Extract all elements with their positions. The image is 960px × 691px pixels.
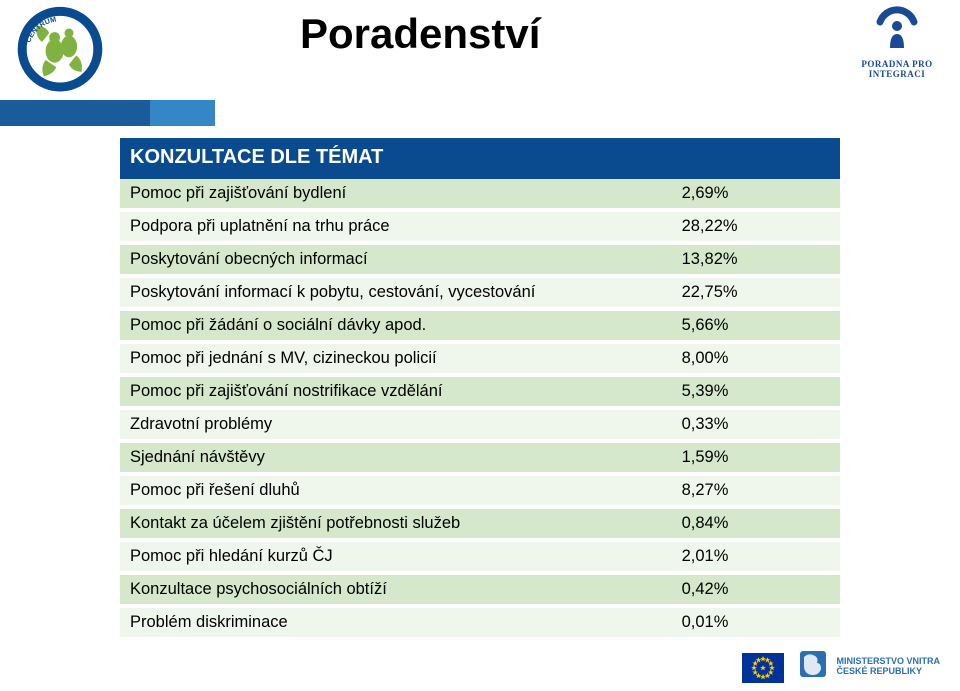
row-label: Pomoc při žádání o sociální dávky apod. bbox=[120, 309, 652, 342]
row-label: Podpora při uplatnění na trhu práce bbox=[120, 210, 652, 243]
table-header-cell: KONZULTACE DLE TÉMAT bbox=[120, 138, 840, 179]
table-row: Problém diskriminace0,01% bbox=[120, 606, 840, 639]
row-label: Kontakt za účelem zjištění potřebnosti s… bbox=[120, 507, 652, 540]
table-header-row: KONZULTACE DLE TÉMAT bbox=[120, 138, 840, 179]
page-title: Poradenství bbox=[300, 10, 540, 58]
table-row: Poskytování obecných informací13,82% bbox=[120, 243, 840, 276]
row-value: 5,39% bbox=[652, 375, 840, 408]
logo-poradna-pro-integraci: PORADNA PRO INTEGRACI bbox=[852, 4, 942, 79]
table-row: Pomoc při hledání kurzů ČJ2,01% bbox=[120, 540, 840, 573]
row-label: Poskytování obecných informací bbox=[120, 243, 652, 276]
lion-emblem-icon bbox=[798, 649, 828, 683]
row-value: 8,27% bbox=[652, 474, 840, 507]
row-label: Zdravotní problémy bbox=[120, 408, 652, 441]
mv-line1: MINISTERSTVO VNITRA bbox=[836, 656, 940, 666]
row-label: Problém diskriminace bbox=[120, 606, 652, 639]
eu-flag-icon bbox=[742, 653, 784, 683]
table-row: Sjednání návštěvy1,59% bbox=[120, 441, 840, 474]
accent-band bbox=[0, 100, 215, 126]
logo-caption: PORADNA PRO INTEGRACI bbox=[852, 59, 942, 79]
mv-line2: ČESKÉ REPUBLIKY bbox=[836, 666, 940, 676]
topics-table: KONZULTACE DLE TÉMAT Pomoc při zajišťová… bbox=[120, 138, 840, 641]
row-label: Pomoc při jednání s MV, cizineckou polic… bbox=[120, 342, 652, 375]
row-value: 13,82% bbox=[652, 243, 840, 276]
table-row: Pomoc při jednání s MV, cizineckou polic… bbox=[120, 342, 840, 375]
person-arc-icon bbox=[872, 4, 922, 57]
row-value: 22,75% bbox=[652, 276, 840, 309]
row-value: 28,22% bbox=[652, 210, 840, 243]
row-value: 2,69% bbox=[652, 179, 840, 210]
row-value: 0,33% bbox=[652, 408, 840, 441]
table-row: Pomoc při zajišťování bydlení2,69% bbox=[120, 179, 840, 210]
row-value: 2,01% bbox=[652, 540, 840, 573]
table-row: Zdravotní problémy0,33% bbox=[120, 408, 840, 441]
row-label: Pomoc při řešení dluhů bbox=[120, 474, 652, 507]
table-row: Pomoc při řešení dluhů8,27% bbox=[120, 474, 840, 507]
table-row: Pomoc při žádání o sociální dávky apod.5… bbox=[120, 309, 840, 342]
footer-logos: MINISTERSTVO VNITRA ČESKÉ REPUBLIKY bbox=[742, 649, 940, 683]
row-value: 0,42% bbox=[652, 573, 840, 606]
row-value: 5,66% bbox=[652, 309, 840, 342]
row-value: 8,00% bbox=[652, 342, 840, 375]
row-label: Sjednání návštěvy bbox=[120, 441, 652, 474]
table-row: Poskytování informací k pobytu, cestován… bbox=[120, 276, 840, 309]
table-row: Konzultace psychosociálních obtíží0,42% bbox=[120, 573, 840, 606]
row-label: Pomoc při hledání kurzů ČJ bbox=[120, 540, 652, 573]
table-row: Pomoc při zajišťování nostrifikace vzděl… bbox=[120, 375, 840, 408]
table-row: Kontakt za účelem zjištění potřebnosti s… bbox=[120, 507, 840, 540]
logo-centrum-cizincu: CENTRUM CIZINCŮ bbox=[10, 6, 110, 96]
row-label: Konzultace psychosociálních obtíží bbox=[120, 573, 652, 606]
row-value: 0,84% bbox=[652, 507, 840, 540]
row-label: Pomoc při zajišťování nostrifikace vzděl… bbox=[120, 375, 652, 408]
table-row: Podpora při uplatnění na trhu práce28,22… bbox=[120, 210, 840, 243]
row-label: Poskytování informací k pobytu, cestován… bbox=[120, 276, 652, 309]
row-value: 0,01% bbox=[652, 606, 840, 639]
row-value: 1,59% bbox=[652, 441, 840, 474]
row-label: Pomoc při zajišťování bydlení bbox=[120, 179, 652, 210]
mv-logo: MINISTERSTVO VNITRA ČESKÉ REPUBLIKY bbox=[798, 649, 940, 683]
